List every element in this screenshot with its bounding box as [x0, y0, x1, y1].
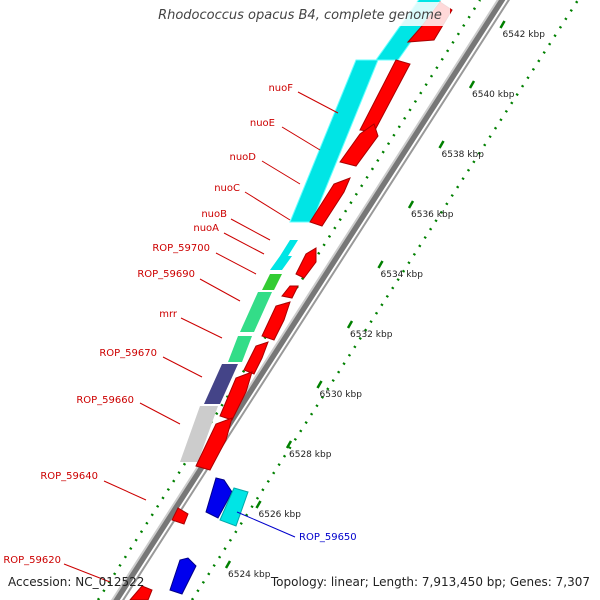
gene-label[interactable]: ROP_59620: [3, 555, 61, 566]
gene-ROP_59660a-block: [204, 364, 238, 404]
gene-label[interactable]: ROP_59640: [40, 471, 98, 482]
gene-label-connector: [139, 402, 181, 425]
gene-label[interactable]: ROP_59690: [137, 269, 195, 280]
gene-labels: nuoF nuoE nuoD nuoC nuoB nuoA ROP_59700 ROP_596…: [3, 83, 357, 583]
gene-blue-2: [169, 557, 197, 595]
gene-nuoE-nuoB-block: [289, 59, 379, 223]
scale-tick-label: 6530 kbp: [320, 390, 363, 400]
scale-ticks: 6524 kbp 6526 kbp 6528 kbp 6530 kbp 6532 kbp…: [224, 20, 546, 580]
scale-tick-label: 6540 kbp: [472, 90, 515, 100]
fwd-gene-7: [261, 301, 291, 341]
gene-label-connector: [199, 278, 241, 302]
scale-tick-label: 6524 kbp: [228, 570, 271, 580]
scale-tick-mark: [499, 20, 506, 29]
scale-tick-label: 6538 kbp: [442, 150, 485, 160]
gene-ROP_59640-block: [171, 507, 189, 525]
backbone-shadow: [112, 0, 506, 600]
fwd-gene-6: [281, 285, 299, 299]
scale-tick-mark: [285, 440, 293, 449]
backbone: [111, 0, 510, 600]
fwd-gene-3: [339, 123, 379, 167]
scale-tick-label: 6526 kbp: [259, 510, 302, 520]
gene-mrr-block: [240, 292, 272, 332]
fwd-gene-4: [309, 177, 351, 227]
scale-tick-mark: [407, 200, 415, 209]
gene-label-connector: [215, 252, 257, 275]
scale-tick-mark: [255, 500, 262, 509]
scale-tick-mark: [468, 80, 476, 89]
gene-label[interactable]: ROP_59670: [99, 348, 157, 359]
scale-tick-mark: [438, 140, 445, 149]
gene-ROP_59700-block: [270, 256, 292, 270]
fwd-gene-5: [295, 247, 317, 279]
gene-label[interactable]: mrr: [159, 309, 178, 320]
gene-label[interactable]: nuoE: [250, 118, 275, 129]
gene-label[interactable]: ROP_59700: [152, 243, 210, 254]
scale-tick-label: 6542 kbp: [503, 30, 546, 40]
gene-label-connector: [162, 356, 203, 378]
gene-ROP_59650-block: [219, 487, 249, 527]
map-title: Rhodococcus opacus B4, complete genome: [158, 8, 442, 23]
backbone-highlight: [111, 0, 499, 600]
gene-label-connector: [103, 480, 147, 501]
scale-tick-label: 6528 kbp: [289, 450, 332, 460]
gene-label[interactable]: nuoC: [214, 183, 240, 194]
gene-label[interactable]: nuoD: [230, 152, 257, 163]
gene-label[interactable]: nuoF: [268, 83, 293, 94]
scale-tick-mark: [346, 320, 354, 329]
backbone-line: [122, 0, 510, 600]
gene-label-connector: [297, 91, 339, 114]
gene-ROP_59690-block: [262, 274, 282, 290]
gene-label[interactable]: ROP_59660: [76, 395, 134, 406]
scale-tick-mark: [377, 260, 384, 269]
gene-label[interactable]: nuoA: [193, 223, 219, 234]
fwd-gene-11: [129, 585, 153, 600]
scale-tick-label: 6536 kbp: [411, 210, 454, 220]
outer-features: [169, 477, 249, 595]
scale-tick-label: 6532 kbp: [350, 330, 393, 340]
gene-label-connector: [281, 126, 321, 151]
gene-label-connector: [180, 317, 223, 339]
gene-label[interactable]: ROP_59650: [299, 532, 357, 543]
gene-label-connector: [63, 563, 111, 583]
scale-tick-mark: [224, 560, 232, 569]
gene-label-connector: [236, 511, 296, 538]
fwd-gene-10: [195, 417, 233, 471]
gene-label-connector: [230, 218, 271, 241]
gene-label-connector: [261, 160, 301, 185]
reverse-strand-features: [180, 0, 442, 462]
fwd-gene-8: [243, 341, 269, 375]
gene-ROP_59670-block: [228, 336, 252, 362]
gene-ROP_59660b-block: [180, 406, 218, 462]
gene-label-connector: [244, 191, 291, 221]
accession-label: Accession: NC_012522: [8, 575, 145, 589]
gene-blue-1: [205, 477, 233, 519]
scale-tick-mark: [316, 380, 323, 389]
gene-nuoA-block: [280, 240, 298, 256]
scale-tick-label: 6534 kbp: [381, 270, 424, 280]
gene-label-connector: [223, 232, 265, 255]
topology-summary: Topology: linear; Length: 7,913,450 bp; …: [270, 575, 590, 589]
title-backdrop: [145, 2, 450, 26]
gene-label[interactable]: nuoB: [201, 209, 227, 220]
